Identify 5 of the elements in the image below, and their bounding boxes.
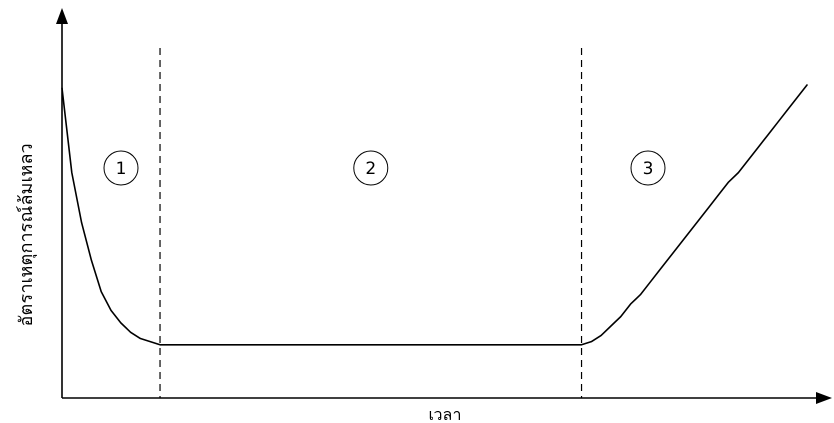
x-axis-title: เวลา	[428, 405, 462, 423]
y-axis-title: อัตราเหตุการณ์ล้มเหลว	[16, 144, 37, 326]
annotation: 2	[365, 159, 376, 179]
annotation: 1	[116, 159, 126, 179]
annotation: 3	[642, 159, 654, 179]
